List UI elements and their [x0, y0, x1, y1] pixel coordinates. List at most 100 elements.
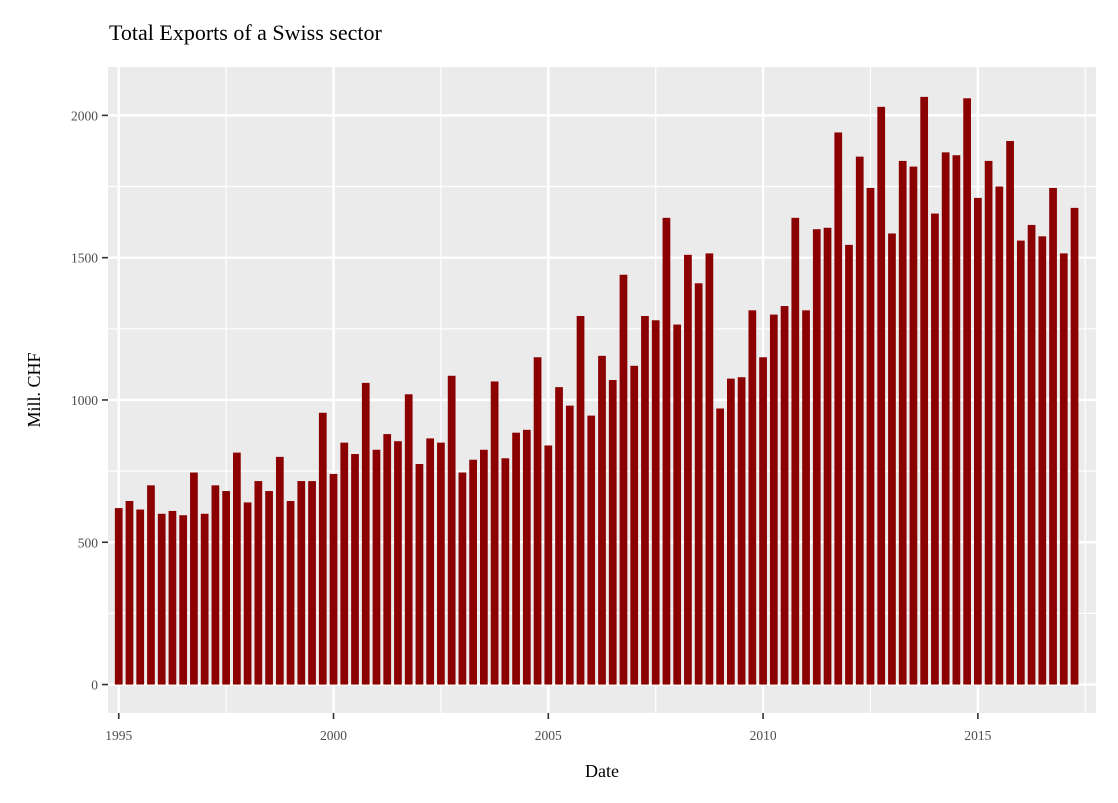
- y-tick-label: 500: [78, 535, 99, 550]
- y-tick-label: 1000: [71, 393, 98, 408]
- bar: [565, 405, 574, 685]
- bar: [372, 449, 381, 685]
- bar: [737, 377, 746, 685]
- bar: [168, 510, 177, 685]
- bar: [297, 481, 306, 685]
- bar: [684, 254, 692, 685]
- x-tick-label: 2015: [964, 728, 991, 743]
- bar: [394, 441, 402, 685]
- bar: [211, 485, 220, 685]
- bar: [791, 217, 800, 685]
- bar: [458, 472, 467, 685]
- bar: [576, 316, 585, 685]
- bar: [931, 213, 939, 685]
- bar: [1016, 240, 1025, 685]
- bar: [812, 229, 821, 685]
- bar: [1059, 253, 1068, 685]
- bar: [1006, 140, 1014, 685]
- bar: [318, 412, 327, 685]
- bar: [780, 306, 789, 685]
- chart-title: Total Exports of a Swiss sector: [109, 20, 382, 45]
- bar: [587, 415, 596, 685]
- bar: [351, 454, 359, 685]
- bar: [426, 438, 435, 685]
- y-tick-label: 1500: [71, 251, 98, 266]
- bar: [941, 152, 950, 685]
- bar: [877, 106, 886, 685]
- bar: [834, 132, 843, 685]
- bar: [233, 452, 241, 685]
- y-axis: 0 500 1000 1500 2000: [71, 108, 108, 693]
- bar: [190, 472, 198, 685]
- bar: [995, 186, 1004, 685]
- bar: [275, 456, 284, 685]
- bar: [898, 160, 907, 685]
- bar: [598, 355, 606, 685]
- bars: [114, 96, 1079, 685]
- bar: [1038, 236, 1047, 685]
- bar: [694, 283, 703, 685]
- x-tick-label: 2000: [320, 728, 347, 743]
- bar: [286, 500, 295, 685]
- bar: [254, 481, 263, 685]
- bar: [1049, 187, 1057, 685]
- bar: [855, 156, 864, 685]
- bar: [512, 432, 520, 685]
- bar: [748, 310, 757, 685]
- bar: [920, 96, 929, 685]
- bar: [952, 155, 961, 685]
- bar: [544, 445, 553, 685]
- bar: [200, 513, 209, 685]
- bar: [447, 375, 456, 685]
- bar: [340, 442, 349, 685]
- bar: [361, 382, 370, 685]
- bar: [673, 324, 682, 685]
- bar: [555, 387, 563, 685]
- bar: [866, 187, 875, 685]
- bar: [963, 98, 971, 685]
- bar: [147, 485, 155, 685]
- bar: [480, 449, 488, 685]
- bar: [619, 274, 628, 685]
- bar: [662, 217, 671, 685]
- bar: [888, 233, 896, 685]
- bar: [329, 473, 338, 685]
- bar: [823, 227, 832, 685]
- bar: [608, 380, 617, 685]
- bar: [716, 408, 724, 685]
- bar: [469, 459, 477, 685]
- y-tick-label: 2000: [71, 108, 98, 123]
- bar: [1070, 207, 1079, 685]
- bar: [383, 434, 392, 685]
- bar: [974, 197, 982, 685]
- x-axis-title: Date: [585, 761, 619, 781]
- bar: [437, 442, 445, 685]
- bar: [641, 316, 649, 685]
- bar: [522, 429, 531, 685]
- bar: [759, 357, 767, 685]
- x-tick-label: 2010: [750, 728, 777, 743]
- bar: [243, 502, 252, 685]
- bar: [125, 500, 134, 685]
- x-axis: 1995 2000 2005 2010 2015: [105, 713, 992, 743]
- bar: [705, 253, 714, 685]
- bar: [533, 357, 542, 685]
- bar: [630, 365, 639, 685]
- bar: [984, 160, 993, 685]
- y-axis-title: Mill. CHF: [24, 352, 44, 427]
- bar: [651, 320, 660, 685]
- x-tick-label: 2005: [535, 728, 562, 743]
- bar: [769, 314, 778, 685]
- bar: [157, 513, 166, 685]
- x-tick-label: 1995: [105, 728, 132, 743]
- bar: [308, 481, 316, 685]
- y-tick-label: 0: [91, 678, 98, 693]
- bar: [114, 508, 123, 685]
- bar: [845, 244, 853, 685]
- bar: [727, 378, 735, 685]
- bar: [136, 509, 145, 685]
- bar: [222, 491, 230, 685]
- bar: [415, 463, 424, 685]
- bar: [490, 381, 499, 685]
